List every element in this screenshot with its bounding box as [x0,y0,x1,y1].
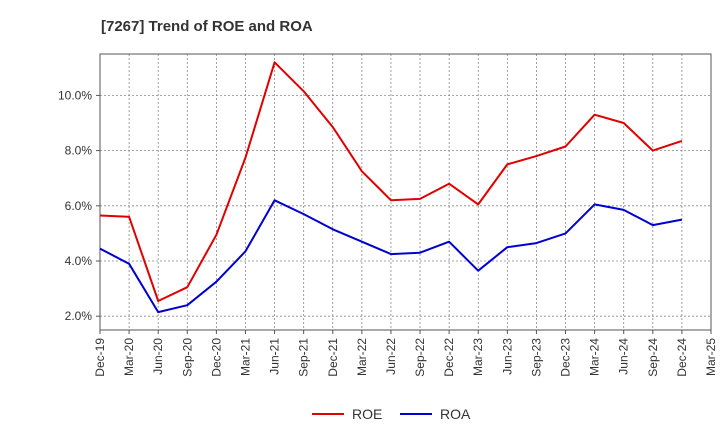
x-tick-label: Jun-24 [617,338,631,375]
y-tick-label: 4.0% [65,254,93,268]
legend: ROE ROA [312,406,471,422]
series [99,61,683,314]
x-tick-label: Sep-22 [413,338,427,377]
chart-title: [7267] Trend of ROE and ROA [101,18,313,35]
x-tick-label: Dec-21 [326,338,340,377]
legend-label-roe: ROE [352,406,382,422]
y-tick-label: 10.0% [58,88,92,102]
x-tick-label: Jun-20 [151,338,165,375]
x-tick-label: Mar-21 [238,338,252,376]
y-tick-label: 8.0% [65,144,93,158]
x-tick-label: Mar-23 [471,338,485,376]
y-tick-label: 6.0% [65,199,93,213]
x-tick-label: Mar-20 [122,338,136,376]
grid [100,54,711,330]
series-line-roe [99,61,683,302]
x-tick-label: Sep-23 [529,338,543,377]
series-line-roa [99,199,683,314]
x-tick-label: Sep-20 [180,338,194,377]
x-tick-label: Mar-24 [588,338,602,376]
x-tick-label: Sep-24 [646,338,660,377]
x-tick-label: Dec-24 [675,338,689,377]
x-tick-label: Dec-22 [442,338,456,377]
x-tick-label: Jun-23 [500,338,514,375]
x-tick-label: Jun-21 [268,338,282,375]
y-tick-label: 2.0% [65,309,93,323]
x-axis: Dec-19 Mar-20 Jun-20 Sep-20 Dec-20 Mar-21 Jun-… [93,330,718,377]
x-tick-label: Sep-21 [297,338,311,377]
x-tick-label: Mar-25 [704,338,718,376]
y-axis: 2.0% 4.0% 6.0% 8.0% 10.0% [58,88,100,323]
plot-area [99,53,712,331]
x-tick-label: Mar-22 [355,338,369,376]
x-tick-label: Jun-22 [384,338,398,375]
x-tick-label: Dec-19 [93,338,107,377]
x-tick-label: Dec-20 [209,338,223,377]
x-tick-label: Dec-23 [559,338,573,377]
legend-label-roa: ROA [440,406,471,422]
